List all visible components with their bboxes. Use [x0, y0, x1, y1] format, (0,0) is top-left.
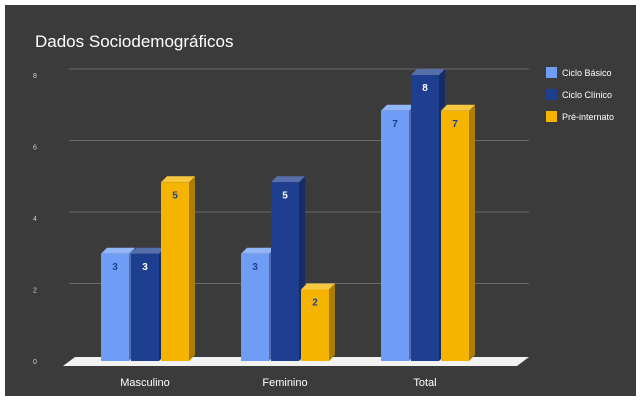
- legend-swatch: [546, 67, 557, 78]
- bar-front: [161, 182, 189, 361]
- bar-top: [441, 104, 475, 111]
- bar-top: [131, 247, 165, 254]
- bar: [301, 283, 335, 361]
- data-label: 3: [142, 262, 148, 273]
- chart-title: Dados Sociodemográficos: [35, 32, 233, 51]
- data-labels: 3 3 5 3 5 2 7 8 7: [112, 83, 458, 309]
- legend-label: Ciclo Clínico: [562, 90, 612, 100]
- bar: [241, 247, 275, 361]
- bar-top: [301, 283, 335, 290]
- x-axis-categories: Masculino Feminino Total: [120, 377, 436, 389]
- data-label: 3: [112, 262, 118, 273]
- bar-top: [381, 104, 415, 111]
- legend-item: Ciclo Clínico: [546, 89, 612, 100]
- data-label: 7: [452, 119, 458, 130]
- bar-side: [189, 176, 195, 361]
- bar: [411, 69, 445, 361]
- y-tick-label: 4: [33, 216, 37, 223]
- bar-front: [101, 253, 129, 361]
- bar-front: [441, 110, 469, 361]
- bar-front: [271, 182, 299, 361]
- legend-label: Ciclo Básico: [562, 68, 612, 78]
- category-label: Masculino: [120, 377, 170, 389]
- bar-top: [411, 69, 445, 75]
- bar-front: [131, 253, 159, 361]
- bar: [381, 104, 415, 361]
- bar-front: [241, 253, 269, 361]
- bar-top: [271, 176, 305, 183]
- legend-swatch: [546, 89, 557, 100]
- data-label: 7: [392, 119, 398, 130]
- data-label: 5: [172, 190, 178, 201]
- data-label: 2: [312, 298, 318, 309]
- category-label: Feminino: [262, 377, 307, 389]
- bars: [101, 69, 475, 361]
- y-tick-label: 8: [33, 73, 37, 80]
- legend-item: Ciclo Básico: [546, 67, 612, 78]
- bar-side: [469, 104, 475, 361]
- y-tick-label: 6: [33, 145, 37, 152]
- bar-front: [301, 289, 329, 361]
- bar-front: [411, 75, 439, 361]
- legend-swatch: [546, 111, 557, 122]
- y-axis-ticks: 0 2 4 6 8: [33, 73, 37, 366]
- category-label: Total: [413, 377, 436, 389]
- bar-side: [329, 283, 335, 361]
- bar-top: [241, 247, 275, 254]
- bar: [101, 247, 135, 361]
- legend-item: Pré-internato: [546, 111, 614, 122]
- bar: [161, 176, 195, 361]
- legend-label: Pré-internato: [562, 112, 614, 122]
- bar: [441, 104, 475, 361]
- data-label: 3: [252, 262, 258, 273]
- bar-top: [161, 176, 195, 183]
- bar-top: [101, 247, 135, 254]
- bar-front: [381, 110, 409, 361]
- bar: [271, 176, 305, 361]
- y-tick-label: 2: [33, 288, 37, 295]
- legend: Ciclo Básico Ciclo Clínico Pré-internato: [546, 67, 614, 122]
- y-tick-label: 0: [33, 359, 37, 366]
- data-label: 8: [422, 83, 428, 94]
- bar: [131, 247, 165, 361]
- data-label: 5: [282, 190, 288, 201]
